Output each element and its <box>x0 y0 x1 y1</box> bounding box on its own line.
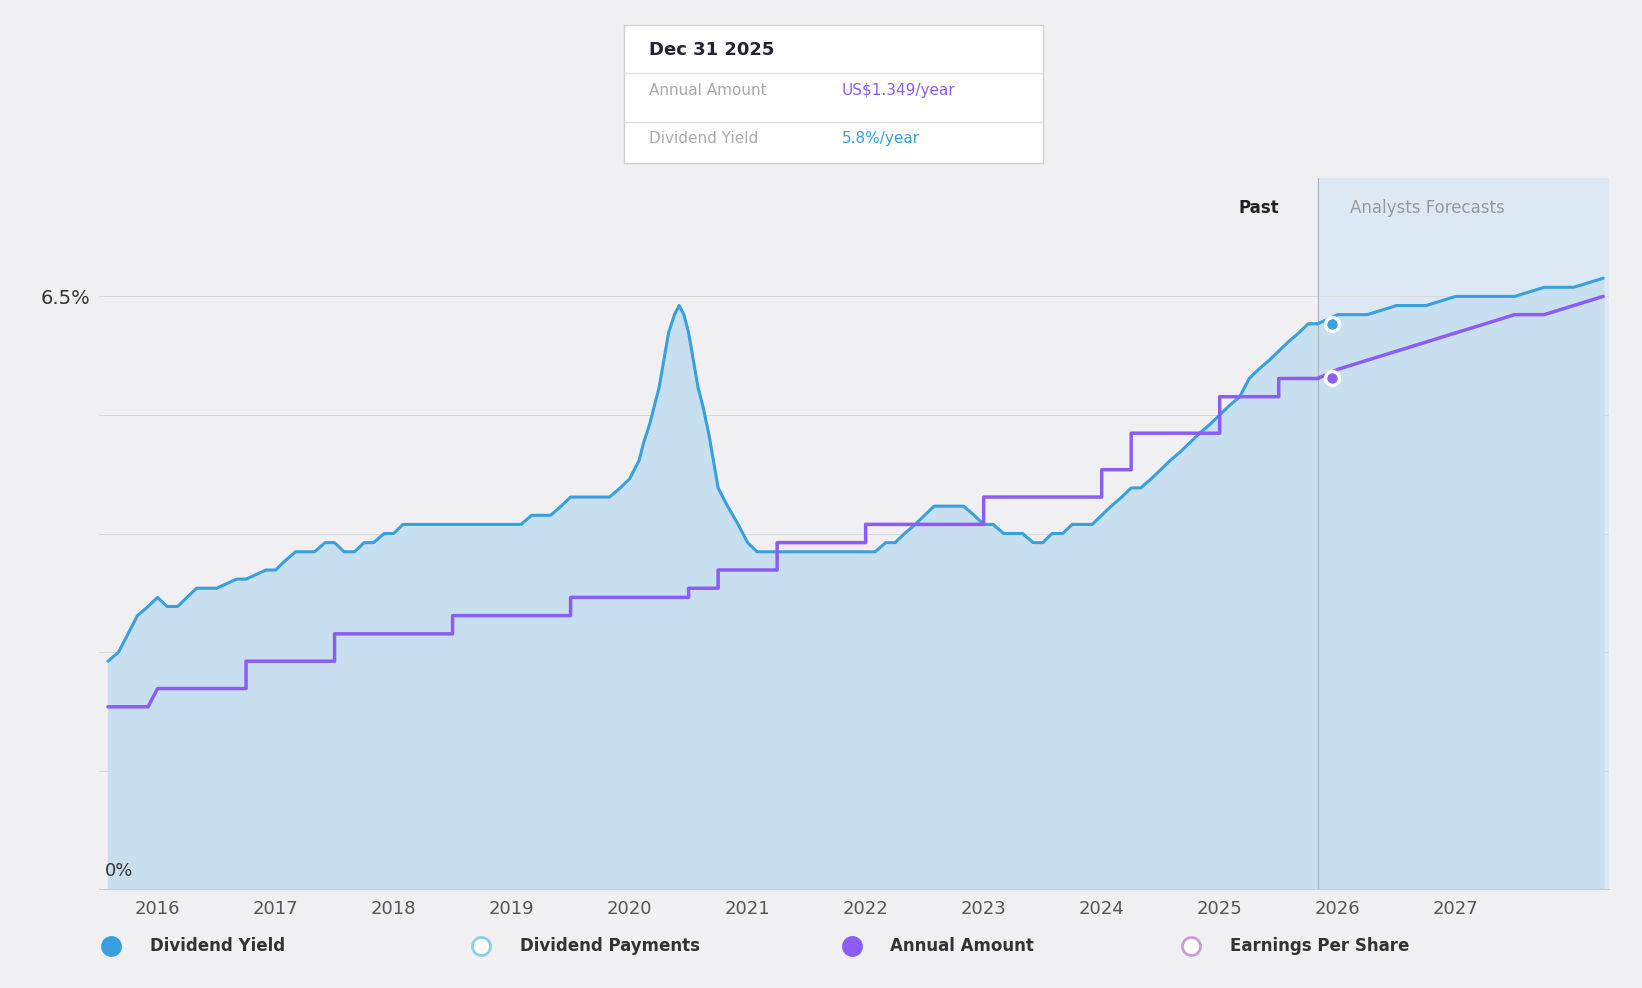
Text: Annual Amount: Annual Amount <box>649 83 767 98</box>
Text: Dec 31 2025: Dec 31 2025 <box>649 41 775 59</box>
Text: Dividend Yield: Dividend Yield <box>149 937 284 955</box>
Text: 5.8%/year: 5.8%/year <box>842 131 920 146</box>
Text: 0%: 0% <box>105 863 133 880</box>
Bar <box>1317 178 1609 889</box>
Text: Dividend Yield: Dividend Yield <box>649 131 759 146</box>
Text: US$1.349/year: US$1.349/year <box>842 83 956 98</box>
Text: Dividend Payments: Dividend Payments <box>521 937 699 955</box>
Text: Annual Amount: Annual Amount <box>890 937 1034 955</box>
Text: Past: Past <box>1238 200 1279 217</box>
Text: Earnings Per Share: Earnings Per Share <box>1230 937 1409 955</box>
Text: Analysts Forecasts: Analysts Forecasts <box>1350 200 1504 217</box>
